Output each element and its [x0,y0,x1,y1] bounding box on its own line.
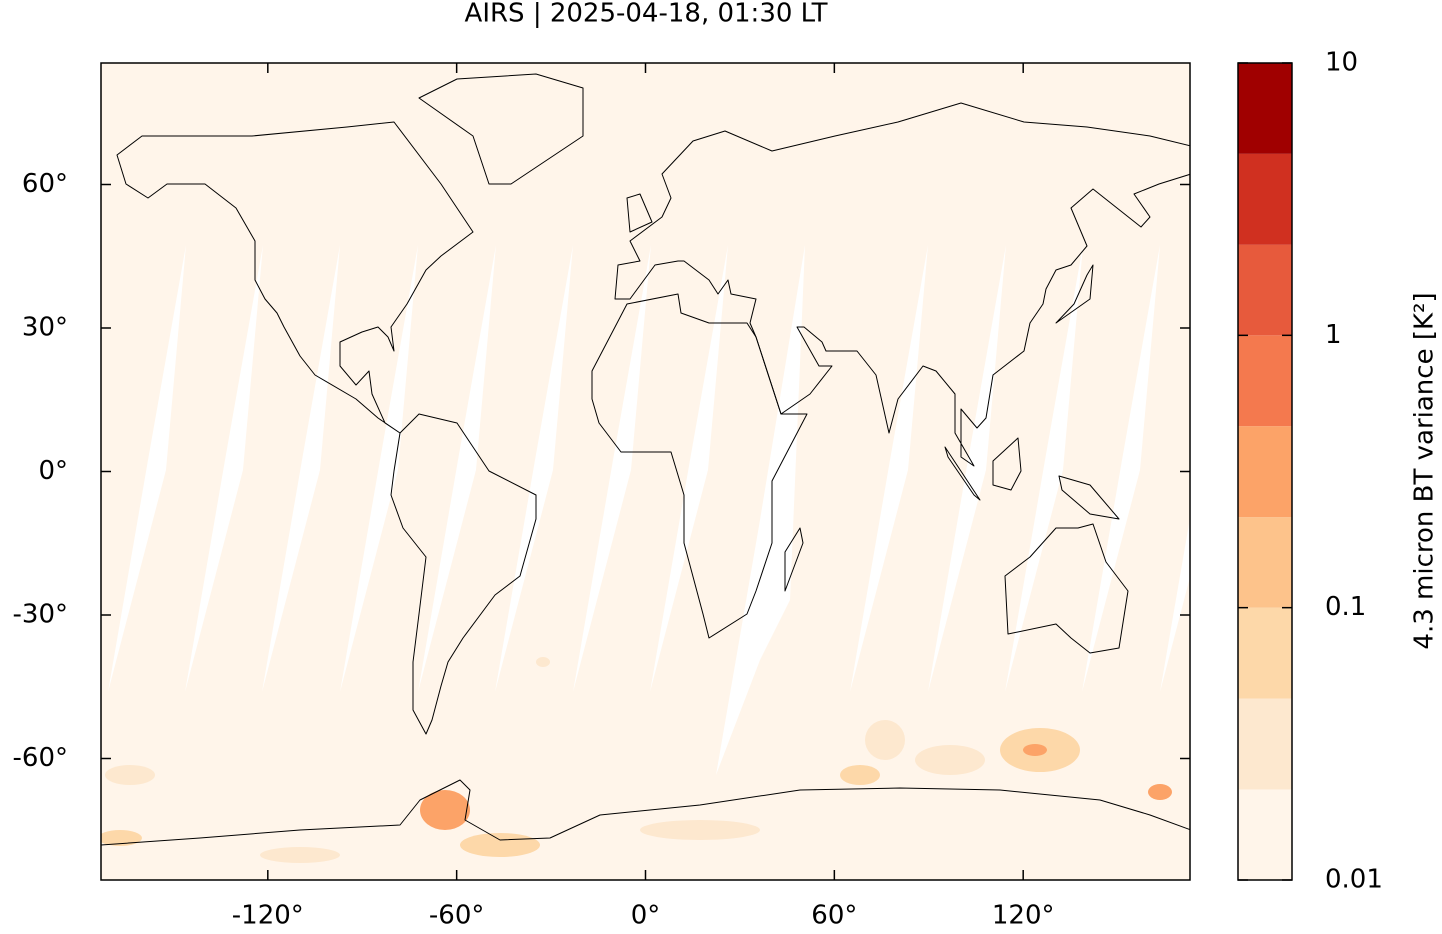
chart-title: AIRS | 2025-04-18, 01:30 LT [465,0,828,29]
colorbar-band [1238,426,1292,518]
colorbar-frame [1237,62,1293,881]
y-tick-label: -30° [13,600,68,630]
coastlines [101,73,1190,846]
x-tick-label: -120° [232,901,304,931]
colorbar-tick-label: 1 [1325,320,1342,350]
map-layer [101,73,1190,863]
colorbar-tick-label: 0.01 [1325,865,1383,895]
swath-gaps [108,245,1190,775]
colorbar-band [1238,335,1292,427]
colorbar-label: 4.3 micron BT variance [K²] [1410,292,1440,649]
y-tick-label: 60° [22,169,68,199]
x-tick-label: 120° [992,901,1055,931]
colorbar-tick-label: 0.1 [1325,592,1366,622]
colorbar-band [1238,789,1292,880]
colorbar-tick-label: 10 [1325,48,1358,78]
colorbar-band [1238,698,1292,790]
y-tick-label: 0° [38,456,68,486]
x-tick-label: -60° [429,901,484,931]
y-tick-label: -60° [13,743,68,773]
colorbar-band [1238,517,1292,608]
colorbar-band [1238,63,1292,154]
data-patches [101,657,1172,863]
y-tick-label: 30° [22,312,68,342]
colorbar-band [1238,244,1292,336]
colorbar-band [1238,153,1292,245]
colorbar-band [1238,607,1292,699]
x-tick-label: 60° [811,901,857,931]
x-tick-label: 0° [631,901,661,931]
